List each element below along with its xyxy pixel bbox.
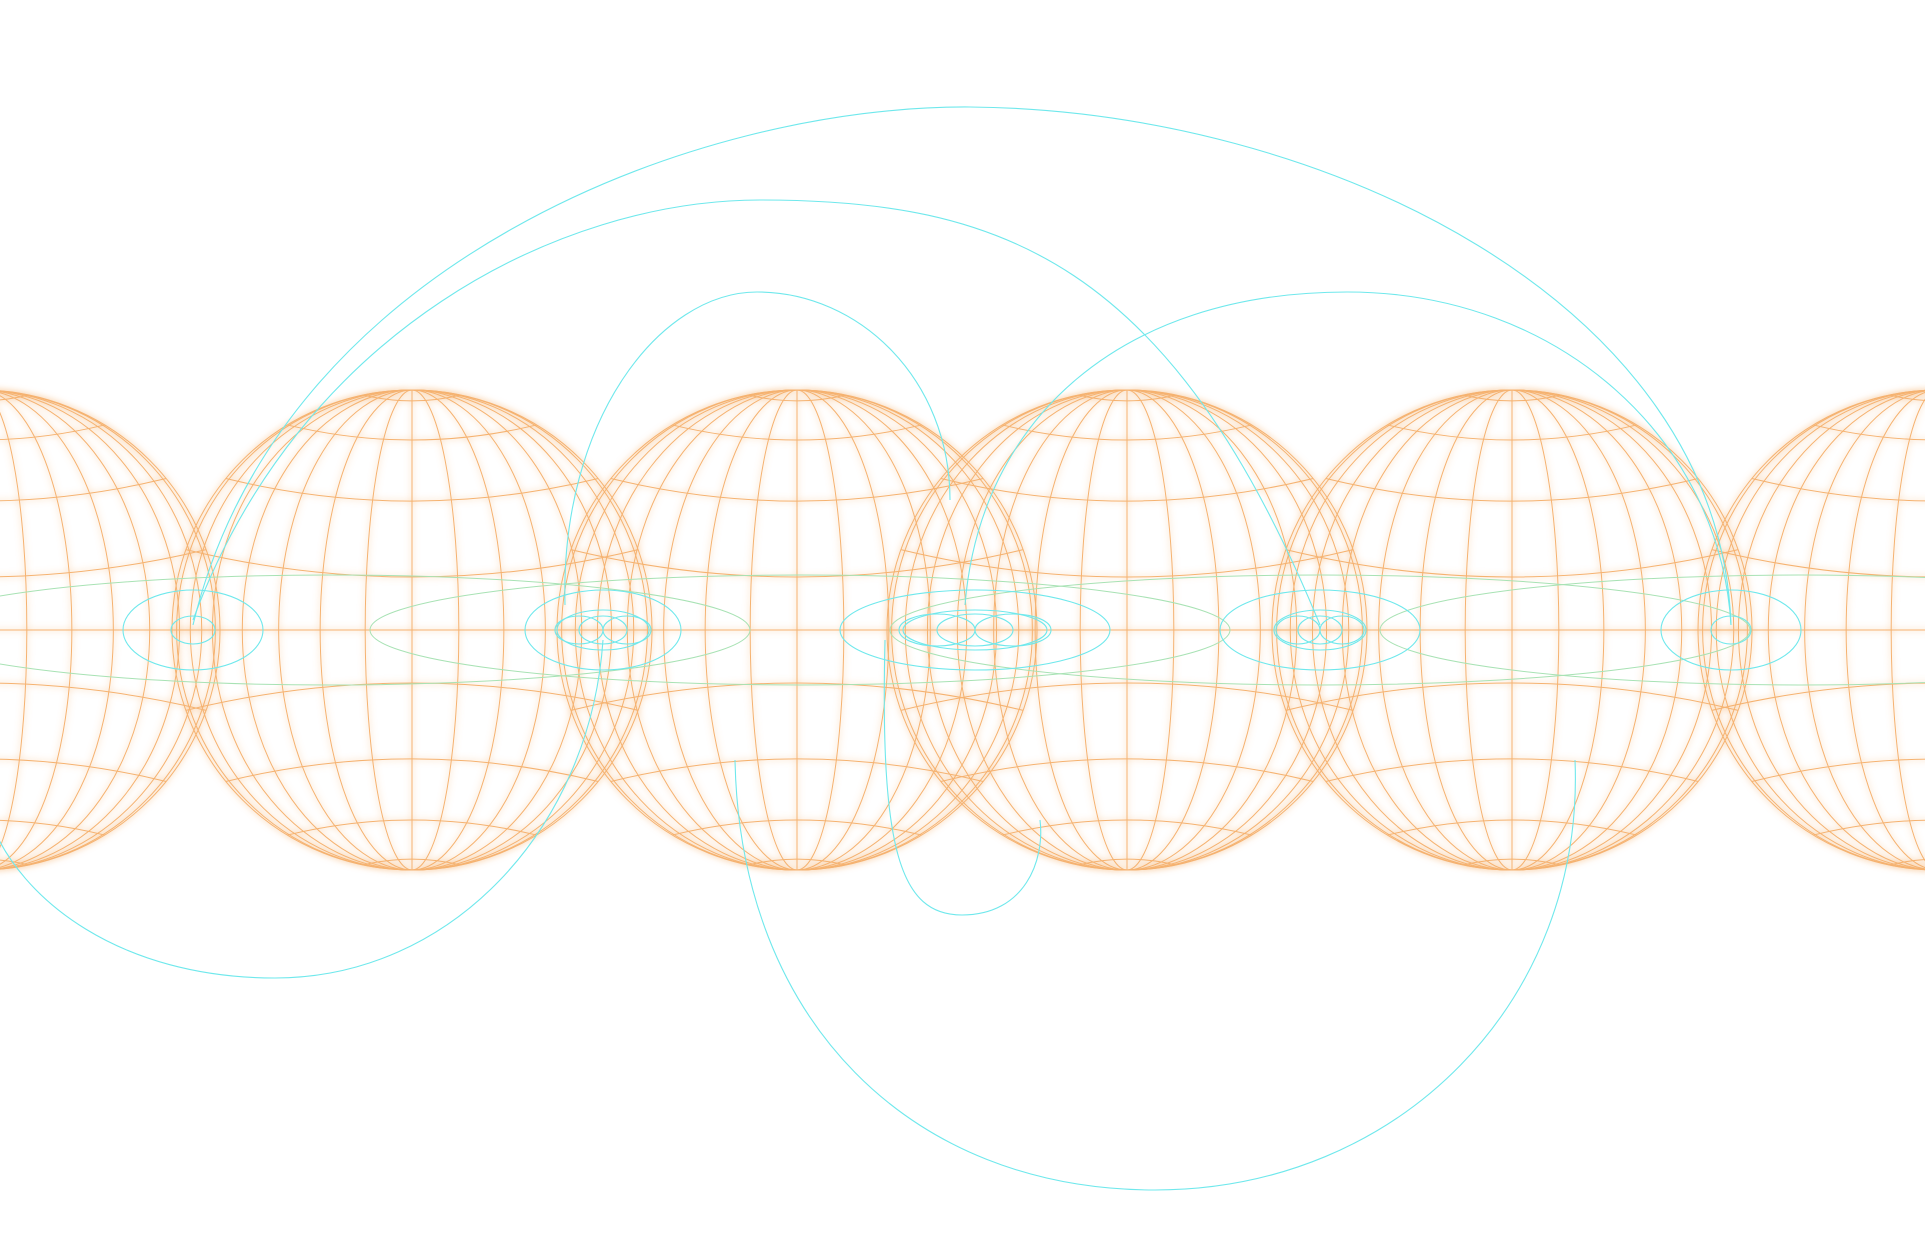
globe-parallel: [748, 858, 846, 866]
globe-parallel: [1813, 819, 1925, 836]
ring-cluster: [839, 589, 1111, 671]
globe-parallel: [1002, 424, 1252, 441]
globe-parallel: [900, 549, 1354, 578]
globe-parallel: [0, 549, 207, 578]
ring-ellipse: [122, 589, 264, 671]
globe-parallel: [1463, 394, 1561, 402]
wireframe-globe: [1271, 389, 1753, 871]
globe-parallel: [1002, 819, 1252, 836]
globe-parallel: [1078, 858, 1176, 866]
globe-parallel: [1813, 424, 1925, 441]
ring-cluster: [1219, 589, 1421, 671]
latitude-band: [889, 574, 1751, 686]
globe-parallel: [0, 758, 167, 782]
arcs-layer: [0, 106, 1732, 1191]
globe-parallel: [363, 394, 461, 402]
globe-parallel: [672, 819, 922, 836]
globe-parallel: [940, 478, 1314, 502]
ring-ellipse: [1219, 589, 1421, 671]
connecting-arc: [564, 291, 951, 606]
ring-ellipse: [1660, 589, 1802, 671]
ring-ellipse: [1319, 615, 1365, 645]
globe-parallel: [287, 424, 537, 441]
globe-parallel: [363, 858, 461, 866]
ring-cluster: [122, 589, 264, 671]
globe-parallel: [1711, 549, 1925, 578]
latitude-band: [1379, 574, 1925, 686]
globe-parallel: [1325, 478, 1699, 502]
globe-parallel: [1751, 478, 1925, 502]
globe-parallel: [1711, 682, 1925, 711]
globe-parallel: [1387, 819, 1637, 836]
globe-parallel: [1751, 758, 1925, 782]
globe-parallel: [1325, 758, 1699, 782]
globe-parallel: [0, 682, 207, 711]
globe-parallel: [940, 758, 1314, 782]
globe-parallel: [1889, 394, 1925, 401]
globe-parallel: [225, 758, 599, 782]
globe-parallel: [610, 758, 984, 782]
globe-parallel: [0, 424, 105, 441]
globe-parallel: [610, 478, 984, 502]
connecting-arc: [964, 291, 1732, 626]
ring-ellipse: [936, 613, 1014, 647]
globe-parallel: [1463, 858, 1561, 866]
latitude-band: [0, 574, 751, 686]
globe-parallel: [287, 819, 537, 836]
connecting-arc: [192, 199, 1321, 626]
ring-ellipse: [902, 609, 1048, 651]
connecting-arc: [192, 106, 1732, 626]
ring-ellipse: [556, 609, 650, 651]
globe-parallel: [748, 394, 846, 402]
globes-layer: [0, 389, 1925, 871]
globe-parallel: [0, 478, 167, 502]
latitude-bands-layer: [0, 574, 1925, 686]
ring-ellipse: [839, 589, 1111, 671]
wireframe-globe: [1697, 389, 1925, 871]
ring-ellipse: [974, 613, 1052, 647]
globe-parallel: [1889, 859, 1925, 866]
globe-parallel: [1078, 394, 1176, 402]
ring-ellipse: [1273, 609, 1367, 651]
globe-parallel: [672, 424, 922, 441]
ring-ellipse: [524, 589, 682, 671]
rings-layer: [122, 589, 1802, 671]
globe-parallel: [185, 549, 639, 578]
globe-parallel: [1387, 424, 1637, 441]
ring-ellipse: [170, 615, 216, 645]
globe-parallel: [185, 682, 639, 711]
globe-parallel: [0, 394, 29, 401]
globe-parallel: [1285, 549, 1739, 578]
connecting-arc: [734, 759, 1576, 1191]
ring-ellipse: [1297, 615, 1343, 645]
connecting-arc: [0, 639, 604, 979]
ring-ellipse: [602, 615, 652, 645]
globe-parallel: [225, 478, 599, 502]
latitude-band: [369, 574, 1231, 686]
globe-parallel: [900, 682, 1354, 711]
globe-parallel: [0, 859, 29, 866]
globe-parallel: [0, 819, 105, 836]
connecting-arc: [883, 639, 1042, 916]
globe-parallel: [1285, 682, 1739, 711]
